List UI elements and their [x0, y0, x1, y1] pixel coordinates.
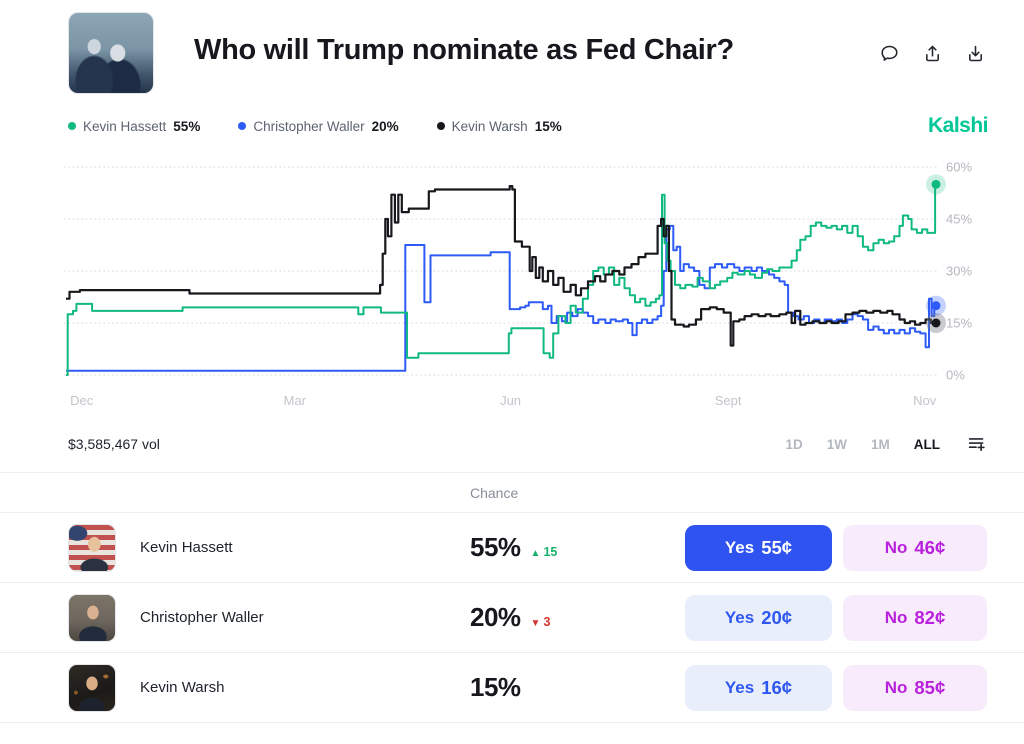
yes-price: 55¢: [761, 536, 793, 558]
range-1m[interactable]: 1M: [870, 436, 890, 452]
chart-legend: Kevin Hassett 55% Christopher Waller 20%…: [68, 119, 928, 134]
legend-item-hassett: Kevin Hassett 55%: [68, 119, 200, 134]
no-price: 46¢: [914, 536, 946, 558]
no-price: 82¢: [914, 606, 946, 628]
yes-button[interactable]: Yes 55¢: [685, 524, 832, 571]
x-axis-label: Mar: [284, 393, 307, 408]
header-actions: [876, 40, 988, 66]
yes-button[interactable]: Yes 20¢: [685, 594, 832, 641]
y-axis-label: 15%: [946, 316, 972, 331]
y-axis-label: 30%: [946, 264, 972, 279]
no-button[interactable]: No 85¢: [843, 664, 987, 711]
avatar-hassett: [68, 523, 116, 572]
table-row-waller[interactable]: Christopher Waller 20% ▼ 3 Yes 20¢ No 82…: [0, 582, 1024, 652]
yes-price: 16¢: [761, 676, 793, 698]
avatar-waller: [68, 593, 116, 642]
delta-down-icon: ▼: [530, 618, 541, 629]
delta-value: 3: [543, 615, 551, 629]
chance-header: Chance: [470, 484, 519, 501]
chance-cell: 20% ▼ 3: [470, 602, 685, 633]
range-1w[interactable]: 1W: [826, 436, 847, 452]
avatar-warsh: [68, 663, 116, 712]
end-marker-dot: [931, 301, 941, 311]
no-button[interactable]: No 82¢: [843, 594, 987, 641]
yes-label: Yes: [724, 607, 755, 627]
series-line-kevin-hassett: [66, 183, 937, 376]
legend-name: Kevin Warsh: [451, 118, 528, 134]
legend-pct: 20%: [371, 118, 399, 134]
chance-delta: ▼ 3: [531, 615, 551, 629]
legend-item-waller: Christopher Waller 20%: [238, 118, 399, 134]
series-line-christopher-waller: [66, 224, 936, 372]
table-row-warsh[interactable]: Kevin Warsh 15% Yes 16¢ No 85¢: [0, 652, 1024, 722]
y-axis-label: 45%: [946, 212, 972, 227]
y-axis-label: 0%: [946, 368, 965, 383]
comment-icon[interactable]: [876, 40, 902, 66]
share-icon[interactable]: [919, 40, 945, 66]
chance-cell: 15%: [470, 672, 685, 703]
kalshi-logo[interactable]: Kalshi: [927, 114, 989, 137]
x-axis-label: Sept: [715, 393, 742, 408]
candidate-name: Kevin Hassett: [140, 539, 233, 556]
yes-price: 20¢: [761, 606, 793, 628]
x-axis-label: Jun: [500, 393, 521, 408]
x-axis-label: Dec: [70, 393, 94, 408]
market-thumbnail: [68, 12, 154, 94]
delta-up-icon: ▲: [530, 548, 541, 559]
yes-label: Yes: [724, 677, 755, 697]
market-header: Who will Trump nominate as Fed Chair?: [0, 0, 1024, 94]
no-label: No: [884, 607, 908, 627]
chance-cell: 55% ▲ 15: [470, 532, 685, 563]
price-chart[interactable]: 0% 15% 30% 45% 60% Dec Mar Jun Sept Nov: [0, 154, 1024, 412]
legend-name: Christopher Waller: [253, 118, 365, 134]
series-line-kevin-warsh: [66, 185, 936, 347]
volume-label: $3,585,467 vol: [68, 436, 160, 452]
candidate-name: Christopher Waller: [140, 609, 264, 626]
chance-value: 55%: [470, 532, 521, 562]
end-marker-dot: [931, 318, 941, 328]
yes-button[interactable]: Yes 16¢: [685, 664, 832, 711]
volume-range-row: $3,585,467 vol 1D 1W 1M ALL: [0, 430, 1024, 458]
chart-legend-row: Kevin Hassett 55% Christopher Waller 20%…: [0, 114, 1024, 137]
legend-dot-green: [68, 122, 76, 130]
table-row-hassett[interactable]: Kevin Hassett 55% ▲ 15 Yes 55¢ No 46¢: [0, 512, 1024, 582]
legend-item-warsh: Kevin Warsh 15%: [436, 118, 562, 134]
legend-dot-blue: [238, 122, 247, 130]
x-axis-label: Nov: [913, 393, 937, 408]
download-icon[interactable]: [962, 40, 988, 66]
table-header: Chance: [0, 472, 1024, 512]
yes-label: Yes: [724, 537, 755, 557]
range-all[interactable]: ALL: [913, 436, 940, 452]
chance-delta: ▲ 15: [531, 545, 558, 559]
no-price: 85¢: [914, 676, 946, 698]
add-watchlist-icon[interactable]: [966, 433, 988, 455]
end-marker-dot: [931, 179, 941, 189]
table-bottom-divider: [0, 722, 1024, 723]
y-axis-label: 60%: [946, 160, 972, 175]
legend-name: Kevin Hassett: [83, 118, 167, 134]
chance-value: 15%: [470, 672, 521, 702]
no-label: No: [884, 537, 908, 557]
no-button[interactable]: No 46¢: [843, 524, 987, 571]
legend-pct: 15%: [534, 118, 562, 134]
legend-dot-black: [436, 122, 445, 130]
chance-value: 20%: [470, 602, 521, 632]
delta-value: 15: [543, 545, 558, 559]
candidate-name: Kevin Warsh: [140, 679, 225, 696]
chart-svg: 0% 15% 30% 45% 60% Dec Mar Jun Sept Nov: [63, 160, 972, 408]
range-1d[interactable]: 1D: [785, 436, 803, 452]
no-label: No: [884, 677, 908, 697]
page-title: Who will Trump nominate as Fed Chair?: [194, 34, 734, 66]
legend-pct: 55%: [173, 118, 201, 134]
outcomes-table: Chance Kevin Hassett 55% ▲ 15 Yes 55¢ No…: [0, 472, 1024, 723]
time-range-selector: 1D 1W 1M ALL: [785, 433, 988, 455]
